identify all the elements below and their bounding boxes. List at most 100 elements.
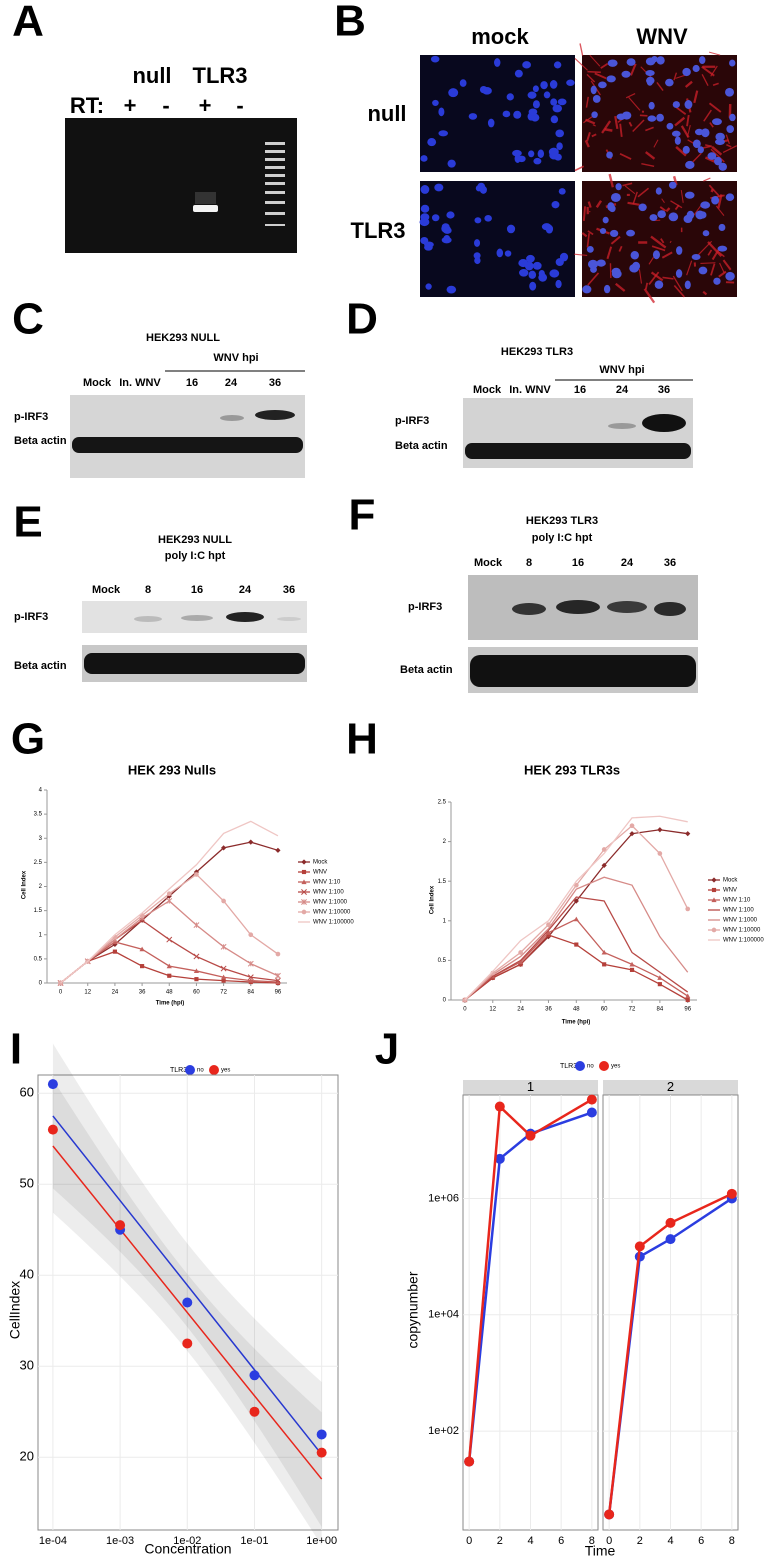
point: [182, 1297, 193, 1308]
nucleus: [474, 256, 481, 265]
x-tick-label: 48: [573, 1007, 580, 1013]
x-tick-label: 12: [84, 990, 91, 996]
stain: [709, 122, 714, 128]
nucleus: [438, 130, 449, 137]
nucleus: [487, 118, 495, 128]
nucleus: [504, 250, 512, 257]
rt-sign: +: [199, 93, 212, 118]
row-label: p-IRF3: [14, 411, 48, 423]
nucleus: [425, 283, 432, 290]
nucleus: [657, 210, 666, 219]
nucleus: [479, 85, 488, 94]
blot-title: HEK293 NULL: [146, 332, 220, 344]
y-axis-label: copynumber: [405, 1271, 421, 1348]
point: [248, 839, 254, 845]
point: [685, 993, 691, 999]
x-tick-label: 24: [517, 1007, 524, 1013]
nucleus: [726, 125, 735, 133]
stain: [587, 272, 600, 286]
point: [525, 1130, 536, 1141]
nucleus: [718, 223, 726, 231]
y-tick-label: 2.5: [34, 860, 43, 866]
legend-swatch: [575, 1061, 585, 1071]
facet-strip: [603, 1080, 738, 1095]
series-line: [467, 1111, 593, 1462]
stain: [710, 263, 716, 276]
stain: [712, 82, 719, 87]
nucleus: [513, 110, 522, 119]
panel-letter: E: [13, 498, 42, 547]
stain: [641, 162, 655, 168]
point: [247, 974, 254, 981]
nucleus: [694, 128, 704, 136]
y-tick-label: 1.5: [34, 908, 43, 914]
row-label: p-IRF3: [408, 601, 442, 613]
stain: [639, 114, 648, 117]
stain: [718, 270, 727, 278]
stain: [645, 151, 656, 160]
point: [685, 831, 691, 837]
y-tick-label: 1e+06: [428, 1192, 459, 1204]
nucleus: [468, 113, 478, 120]
y-tick-label: 1.5: [438, 879, 447, 885]
stain: [645, 126, 654, 132]
point: [221, 978, 226, 983]
blot-band: [654, 602, 686, 616]
stain: [608, 173, 614, 188]
group-label: null: [132, 63, 171, 88]
nucleus: [553, 61, 562, 69]
nucleus: [717, 245, 728, 252]
nucleus: [692, 64, 700, 73]
nucleus: [684, 100, 693, 109]
nucleus: [647, 115, 657, 122]
x-tick-label: 1e-04: [39, 1535, 67, 1547]
stain: [584, 139, 590, 148]
stain: [703, 177, 711, 182]
gel-smear: [195, 192, 216, 204]
legend-marker: [301, 899, 307, 905]
point: [494, 1153, 505, 1164]
stain: [660, 238, 665, 244]
nucleus: [602, 216, 609, 224]
nucleus: [446, 211, 455, 219]
x-tick-label: 1e+00: [306, 1535, 337, 1547]
nucleus: [446, 285, 457, 294]
nucleus: [566, 79, 575, 86]
point: [193, 968, 200, 974]
blot-band: [84, 653, 305, 674]
blot-title: HEK293 NULL: [158, 534, 232, 546]
stain: [610, 235, 621, 245]
point: [274, 972, 281, 979]
stain: [708, 102, 722, 113]
nucleus: [432, 99, 439, 107]
nucleus: [532, 85, 539, 93]
nucleus: [655, 187, 662, 195]
nucleus: [586, 246, 594, 253]
blot-band: [607, 601, 647, 613]
point: [247, 960, 254, 967]
nucleus: [447, 159, 456, 168]
stain: [703, 109, 712, 122]
nucleus: [558, 188, 566, 195]
point: [47, 1124, 58, 1135]
nucleus: [599, 227, 607, 235]
point: [221, 898, 226, 904]
nucleus: [582, 285, 592, 294]
lane-label: Mock: [474, 557, 503, 569]
nucleus: [676, 246, 683, 255]
stain: [707, 241, 723, 257]
lane-label: 16: [574, 384, 586, 396]
nucleus: [646, 77, 654, 86]
nucleus: [685, 160, 695, 169]
nucleus: [541, 223, 552, 231]
row-label: Beta actin: [400, 664, 453, 676]
nucleus: [528, 108, 538, 116]
nucleus: [552, 104, 562, 113]
stain: [574, 165, 585, 172]
x-tick-label: 6: [558, 1535, 564, 1547]
point: [194, 977, 199, 982]
legend-marker: [711, 927, 717, 933]
blot-band: [220, 415, 244, 421]
stain: [587, 70, 601, 74]
